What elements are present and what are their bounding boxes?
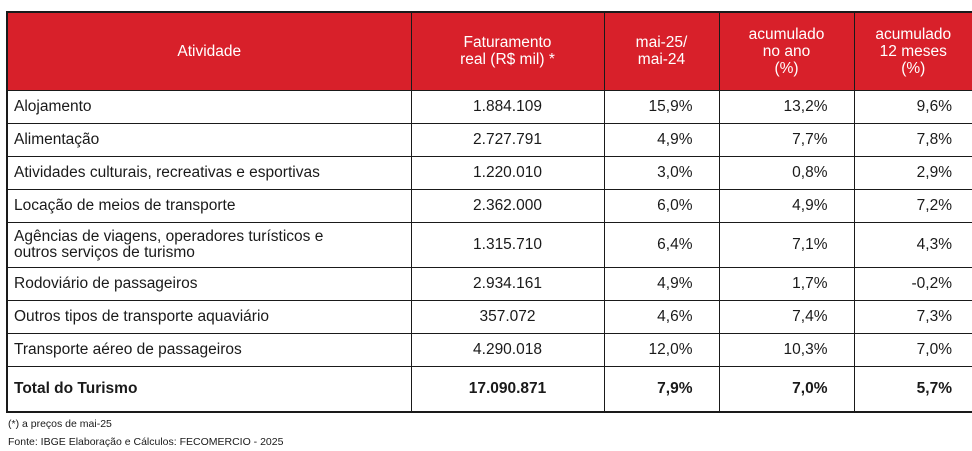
- cell-meses: 2,9%: [853, 155, 972, 190]
- cell-faturamento: 2.362.000: [410, 188, 605, 223]
- total-meses: 5,7%: [853, 365, 972, 413]
- cell-faturamento: 1.220.010: [410, 155, 605, 190]
- cell-meses: 4,3%: [853, 221, 972, 268]
- header-faturamento: Faturamento real (R$ mil) *: [410, 11, 605, 91]
- cell-mai: 12,0%: [603, 332, 720, 367]
- table-row: Transporte aéreo de passageiros 4.290.01…: [6, 332, 972, 367]
- cell-mai: 4,9%: [603, 266, 720, 301]
- price-footnote: (*) a preços de mai-25: [8, 418, 112, 430]
- cell-atividade: Locação de meios de transporte: [6, 188, 412, 223]
- total-atividade: Total do Turismo: [6, 365, 412, 413]
- cell-meses: 7,8%: [853, 122, 972, 157]
- table-row: Rodoviário de passageiros 2.934.161 4,9%…: [6, 266, 972, 301]
- cell-faturamento: 1.315.710: [410, 221, 605, 268]
- table-row: Outros tipos de transporte aquaviário 35…: [6, 299, 972, 334]
- cell-atividade: Transporte aéreo de passageiros: [6, 332, 412, 367]
- header-row: Atividade Faturamento real (R$ mil) * ma…: [6, 11, 972, 91]
- source-note: Fonte: IBGE Elaboração e Cálculos: FECOM…: [8, 436, 284, 448]
- cell-meses: 9,6%: [853, 89, 972, 124]
- cell-atividade: Agências de viagens, operadores turístic…: [6, 221, 412, 268]
- cell-meses: 7,0%: [853, 332, 972, 367]
- cell-faturamento: 4.290.018: [410, 332, 605, 367]
- cell-mai: 6,0%: [603, 188, 720, 223]
- total-mai: 7,9%: [603, 365, 720, 413]
- cell-mai: 4,9%: [603, 122, 720, 157]
- cell-faturamento: 357.072: [410, 299, 605, 334]
- tourism-revenue-table-container: Atividade Faturamento real (R$ mil) * ma…: [6, 11, 972, 413]
- cell-mai: 6,4%: [603, 221, 720, 268]
- cell-atividade: Rodoviário de passageiros: [6, 266, 412, 301]
- table-row: Atividades culturais, recreativas e espo…: [6, 155, 972, 190]
- header-acumulado-ano: acumulado no ano (%): [718, 11, 855, 91]
- table-row: Alimentação 2.727.791 4,9% 7,7% 7,8%: [6, 122, 972, 157]
- cell-meses: 7,3%: [853, 299, 972, 334]
- cell-atividade: Alojamento: [6, 89, 412, 124]
- table-row: Alojamento 1.884.109 15,9% 13,2% 9,6%: [6, 89, 972, 124]
- cell-mai: 15,9%: [603, 89, 720, 124]
- total-ano: 7,0%: [718, 365, 855, 413]
- cell-ano: 7,1%: [718, 221, 855, 268]
- cell-meses: 7,2%: [853, 188, 972, 223]
- total-faturamento: 17.090.871: [410, 365, 605, 413]
- cell-ano: 4,9%: [718, 188, 855, 223]
- cell-atividade: Alimentação: [6, 122, 412, 157]
- header-acumulado-12-meses: acumulado 12 meses (%): [853, 11, 972, 91]
- cell-mai: 4,6%: [603, 299, 720, 334]
- cell-atividade: Outros tipos de transporte aquaviário: [6, 299, 412, 334]
- cell-ano: 7,7%: [718, 122, 855, 157]
- cell-mai: 3,0%: [603, 155, 720, 190]
- table-row: Locação de meios de transporte 2.362.000…: [6, 188, 972, 223]
- tourism-revenue-table: Atividade Faturamento real (R$ mil) * ma…: [6, 11, 972, 413]
- table-row: Agências de viagens, operadores turístic…: [6, 221, 972, 268]
- cell-ano: 10,3%: [718, 332, 855, 367]
- cell-faturamento: 2.727.791: [410, 122, 605, 157]
- cell-ano: 7,4%: [718, 299, 855, 334]
- cell-ano: 13,2%: [718, 89, 855, 124]
- cell-faturamento: 2.934.161: [410, 266, 605, 301]
- header-mai: mai-25/ mai-24: [603, 11, 720, 91]
- cell-ano: 0,8%: [718, 155, 855, 190]
- header-atividade: Atividade: [6, 11, 412, 91]
- cell-faturamento: 1.884.109: [410, 89, 605, 124]
- cell-ano: 1,7%: [718, 266, 855, 301]
- total-row: Total do Turismo 17.090.871 7,9% 7,0% 5,…: [6, 365, 972, 413]
- cell-meses: -0,2%: [853, 266, 972, 301]
- cell-atividade: Atividades culturais, recreativas e espo…: [6, 155, 412, 190]
